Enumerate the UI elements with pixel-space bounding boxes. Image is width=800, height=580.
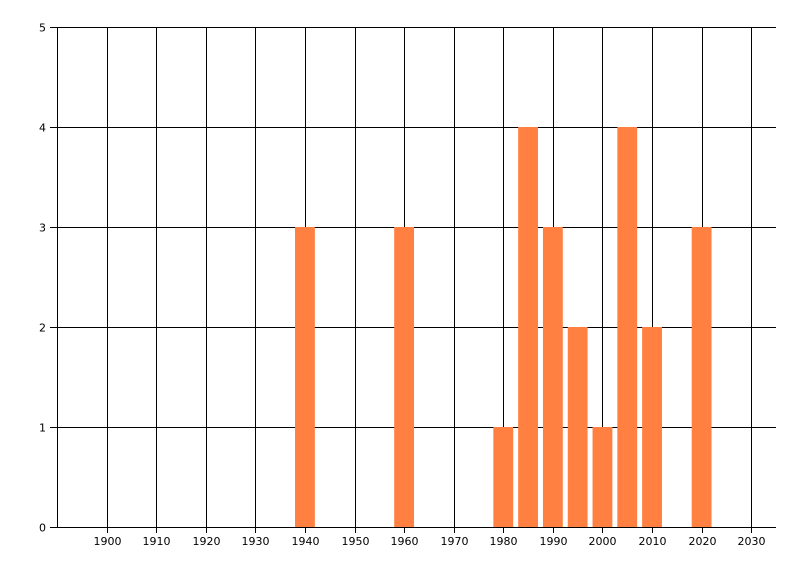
x-tick-label: 2020 (689, 535, 717, 548)
x-tick-label: 2010 (639, 535, 667, 548)
x-tick-label: 1960 (391, 535, 419, 548)
x-tick-label: 1940 (292, 535, 320, 548)
x-tick-label: 1990 (540, 535, 568, 548)
bar (394, 227, 415, 527)
x-tick-label: 2030 (738, 535, 766, 548)
grid (57, 27, 776, 527)
y-tick-label: 0 (39, 522, 46, 535)
y-tick-label: 4 (39, 122, 46, 135)
x-tick-label: 1900 (94, 535, 122, 548)
x-tick-label: 1910 (143, 535, 171, 548)
bar (295, 227, 315, 527)
axes (57, 27, 776, 528)
x-tick-label: 2000 (589, 535, 617, 548)
bar (642, 327, 662, 527)
x-tick-label: 1980 (490, 535, 518, 548)
bar (542, 227, 563, 527)
x-tick-label: 1930 (242, 535, 270, 548)
bar (617, 127, 638, 527)
bars (295, 127, 712, 527)
bar (493, 427, 514, 527)
x-tick-label: 1920 (193, 535, 221, 548)
x-tick-label: 1950 (342, 535, 370, 548)
bar (592, 427, 613, 527)
bar (691, 227, 712, 527)
x-tick-label: 1970 (441, 535, 469, 548)
bar (567, 327, 588, 527)
y-tick-label: 2 (39, 322, 46, 335)
y-tick-label: 3 (39, 222, 46, 235)
y-tick-label: 5 (39, 22, 46, 35)
bar (518, 127, 538, 527)
y-axis-ticks: 0 1 2 3 4 5 (39, 22, 57, 535)
x-axis-ticks: 1900 1910 1920 1930 1940 1950 1960 1970 1980 1990… (94, 527, 766, 548)
y-tick-label: 1 (39, 422, 46, 435)
